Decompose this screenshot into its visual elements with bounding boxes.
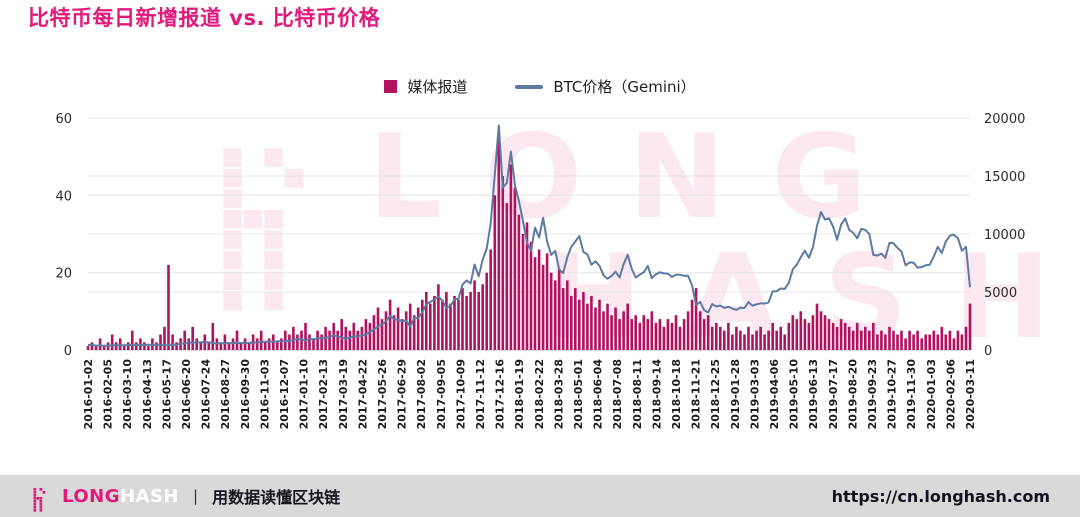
legend-item-media-reports: 媒体报道	[384, 76, 467, 97]
svg-text:2017-10-09: 2017-10-09	[454, 359, 467, 429]
svg-text:2019-09-23: 2019-09-23	[866, 359, 879, 429]
svg-text:2018-01-19: 2018-01-19	[513, 359, 526, 429]
svg-text:2016-07-24: 2016-07-24	[200, 359, 213, 430]
svg-text:2017-08-02: 2017-08-02	[415, 359, 428, 429]
legend-item-btc-price: BTC价格（Gemini）	[515, 76, 696, 97]
brand-hash: HASH	[119, 485, 179, 507]
footer-brand-group: LONGHASH | 用数据读懂区块链	[30, 477, 340, 515]
svg-text:2018-09-14: 2018-09-14	[650, 359, 663, 430]
footer-separator: |	[193, 487, 199, 505]
svg-text:10000: 10000	[984, 228, 1025, 243]
svg-text:2016-05-17: 2016-05-17	[160, 359, 173, 429]
chart-title: 比特币每日新增报道 vs. 比特币价格	[28, 6, 381, 30]
line-series-swatch-icon	[515, 84, 544, 89]
svg-text:2018-06-04: 2018-06-04	[592, 359, 605, 430]
svg-text:2018-02-22: 2018-02-22	[533, 359, 546, 429]
svg-text:20: 20	[55, 267, 72, 282]
svg-text:2017-02-13: 2017-02-13	[317, 359, 330, 429]
svg-text:20000: 20000	[984, 112, 1025, 127]
gridlines	[88, 117, 970, 351]
footer-url-group: https://cn.longhash.com	[832, 487, 1050, 506]
svg-text:2016-09-30: 2016-09-30	[239, 359, 252, 430]
svg-text:2016-03-10: 2016-03-10	[121, 359, 134, 430]
svg-text:2018-08-11: 2018-08-11	[631, 359, 644, 429]
svg-text:2019-06-13: 2019-06-13	[807, 359, 820, 429]
svg-text:40: 40	[55, 189, 72, 204]
svg-text:2018-07-08: 2018-07-08	[611, 359, 624, 429]
bar-series-swatch-icon	[384, 80, 398, 93]
svg-text:2019-10-27: 2019-10-27	[886, 359, 899, 429]
svg-text:2018-05-01: 2018-05-01	[572, 359, 585, 429]
svg-text:2020-01-03: 2020-01-03	[925, 359, 938, 429]
svg-text:2017-11-12: 2017-11-12	[474, 359, 487, 429]
svg-text:2019-11-30: 2019-11-30	[905, 359, 918, 430]
svg-text:2019-03-03: 2019-03-03	[748, 359, 761, 429]
svg-text:2018-10-18: 2018-10-18	[670, 359, 683, 429]
left-axis-tick-labels: 0 20 40 60	[55, 112, 72, 359]
footer-bar: LONGHASH | 用数据读懂区块链 https://cn.longhash.…	[0, 475, 1080, 517]
svg-text:2017-05-26: 2017-05-26	[376, 359, 389, 430]
svg-text:0: 0	[64, 344, 72, 359]
svg-text:2016-08-27: 2016-08-27	[219, 359, 232, 429]
longhash-logo-icon	[33, 488, 46, 512]
svg-text:2016-11-03: 2016-11-03	[258, 359, 271, 429]
legend-label-btc: BTC价格（Gemini）	[553, 78, 696, 96]
svg-text:2017-06-29: 2017-06-29	[396, 359, 409, 429]
svg-text:2018-03-28: 2018-03-28	[552, 359, 565, 429]
btc-price-line	[88, 124, 971, 347]
svg-text:2019-01-28: 2019-01-28	[729, 359, 742, 429]
svg-text:15000: 15000	[984, 170, 1025, 185]
footer-tagline: 用数据读懂区块链	[212, 488, 341, 507]
svg-text:2018-12-25: 2018-12-25	[709, 359, 722, 429]
svg-text:0: 0	[984, 344, 992, 359]
svg-text:5000: 5000	[984, 286, 1017, 301]
right-axis-tick-labels: 0 5000 10000 15000 20000	[984, 112, 1025, 359]
svg-text:2019-07-17: 2019-07-17	[827, 359, 840, 429]
svg-text:2017-04-22: 2017-04-22	[356, 359, 369, 429]
svg-text:2018-11-21: 2018-11-21	[690, 359, 703, 429]
svg-text:2017-01-10: 2017-01-10	[298, 359, 311, 430]
svg-text:2017-03-19: 2017-03-19	[337, 359, 350, 429]
svg-text:2016-06-20: 2016-06-20	[180, 359, 193, 430]
svg-text:2016-02-05: 2016-02-05	[102, 359, 115, 429]
legend-label-media: 媒体报道	[407, 78, 468, 96]
svg-text:2016-01-02: 2016-01-02	[82, 359, 95, 429]
svg-text:2020-02-06: 2020-02-06	[944, 359, 957, 430]
svg-text:2019-08-20: 2019-08-20	[846, 359, 859, 430]
svg-text:2016-04-13: 2016-04-13	[141, 359, 154, 429]
svg-text:2020-03-11: 2020-03-11	[964, 359, 977, 429]
footer-url: https://cn.longhash.com	[831, 486, 1050, 506]
svg-text:2016-12-07: 2016-12-07	[278, 359, 291, 429]
svg-text:2017-09-05: 2017-09-05	[435, 359, 448, 429]
svg-text:2019-04-06: 2019-04-06	[768, 359, 781, 430]
x-axis-tick-labels: 2016-01-02 2016-02-05 2016-03-10 2016-04-13…	[82, 359, 977, 430]
brand-long: LONG	[62, 485, 120, 507]
footer-wordmark: LONGHASH	[62, 486, 179, 507]
svg-text:60: 60	[55, 112, 72, 127]
svg-text:2017-12-16: 2017-12-16	[494, 359, 507, 430]
media-report-bars	[86, 129, 972, 350]
svg-text:2019-05-10: 2019-05-10	[788, 359, 801, 430]
chart-legend: 媒体报道 BTC价格（Gemini）	[0, 76, 1080, 97]
